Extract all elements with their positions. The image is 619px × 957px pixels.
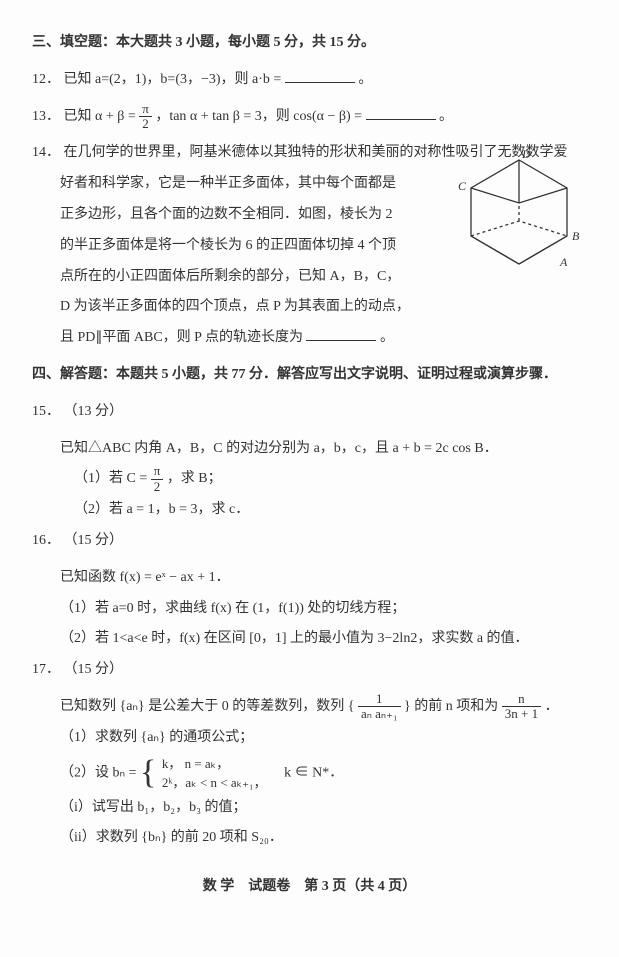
q16-pts: （15 分） — [64, 533, 124, 548]
q15-p2: （2）若 a = 1，b = 3，求 c． — [32, 495, 587, 526]
q17-body: 已知数列 {aₙ} 是公差大于 0 的等差数列，数列 { 1 aₙ aₙ₊₁ }… — [32, 692, 587, 723]
q15-p1: （1）若 C = π 2 ，求 B； — [32, 464, 587, 495]
q17-f2n: n — [502, 692, 541, 707]
section-3-head: 三、填空题：本大题共 3 小题，每小题 5 分，共 15 分。 — [32, 28, 587, 59]
q13-pre: 已知 α + β = — [64, 109, 140, 124]
q12-num: 12． — [32, 65, 60, 96]
q17-pts: （15 分） — [64, 662, 124, 677]
q13-frac: π 2 — [139, 102, 152, 132]
q17-body-a: 已知数列 {aₙ} 是公差大于 0 的等差数列，数列 { — [60, 699, 358, 714]
q14-blank — [306, 326, 376, 341]
q17-f1: 1 aₙ aₙ₊₁ — [358, 692, 401, 722]
q12-text-b: 。 — [358, 72, 372, 87]
q17-num: 17． — [32, 655, 60, 686]
q15-body: 已知△ABC 内角 A，B，C 的对边分别为 a，b，c，且 a + b = 2… — [32, 434, 587, 465]
q13-post: 。 — [439, 109, 453, 124]
q14-num: 14． — [32, 138, 60, 169]
page-footer: 数 学 试题卷 第 3 页（共 4 页） — [32, 872, 587, 903]
q12-text-a: 已知 a=(2，1)，b=(3，−3)，则 a·b = — [64, 72, 285, 87]
q15-pts: （13 分） — [64, 404, 124, 419]
q13-frac-d: 2 — [139, 117, 152, 131]
fig-label-a: A — [559, 255, 568, 269]
q16-head: 16． （15 分） — [32, 526, 587, 557]
q17-f1d: aₙ aₙ₊₁ — [358, 707, 401, 721]
q15-p1-fn: π — [151, 464, 164, 479]
q17-p2-b: k ∈ N*． — [270, 765, 343, 780]
q12: 12． 已知 a=(2，1)，b=(3，−3)，则 a·b = 。 — [32, 65, 587, 96]
q16-num: 16． — [32, 526, 60, 557]
q17-body-b: } 的前 n 项和为 — [404, 699, 502, 714]
section-4-head: 四、解答题：本题共 5 小题，共 77 分．解答应写出文字说明、证明过程或演算步… — [32, 360, 587, 391]
q17-p2i: （i）试写出 b₁，b₂，b₃ 的值； — [32, 793, 587, 824]
q13-num: 13． — [32, 102, 60, 133]
q16-body: 已知函数 f(x) = eˣ − ax + 1． — [32, 563, 587, 594]
q16-p2: （2）若 1<a<e 时，f(x) 在区间 [0，1] 上的最小值为 3−2ln… — [32, 624, 587, 655]
q13-blank — [366, 105, 436, 120]
q13-mid: ，tan α + tan β = 3，则 cos(α − β) = — [155, 109, 365, 124]
q14-l7b: 。 — [380, 330, 394, 345]
q12-blank — [285, 68, 355, 83]
q14-l7a: 且 PD∥平面 ABC，则 P 点的轨迹长度为 — [60, 330, 303, 345]
fig-label-b: B — [572, 229, 580, 243]
q17-pw-r2: 2ᵏ，aₖ < n < aₖ₊₁， — [162, 773, 267, 793]
q17-p1: （1）求数列 {aₙ} 的通项公式； — [32, 723, 587, 754]
q15-p1-frac: π 2 — [151, 464, 164, 494]
q16-p1: （1）若 a=0 时，求曲线 f(x) 在 (1，f(1)) 处的切线方程； — [32, 594, 587, 625]
q17-head: 17． （15 分） — [32, 655, 587, 686]
q17-p2ii: （ii）求数列 {bₙ} 的前 20 项和 S₂₀． — [32, 823, 587, 854]
q17-f2d: 3n + 1 — [502, 707, 541, 721]
q15-p1a: （1）若 C = — [74, 471, 151, 486]
q14: 14． 在几何学的世界里，阿基米德体以其独特的形状和美丽的对称性吸引了无数数学爱… — [32, 138, 587, 354]
q13: 13． 已知 α + β = π 2 ，tan α + tan β = 3，则 … — [32, 102, 587, 133]
fig-label-d: D — [521, 148, 531, 161]
q15-num: 15． — [32, 397, 60, 428]
q15-p1b: ，求 B； — [167, 471, 222, 486]
fig-label-c: C — [458, 179, 467, 193]
q17-f1n: 1 — [358, 692, 401, 707]
q15-head: 15． （13 分） — [32, 397, 587, 428]
q17-p2-a: （2）设 bₙ = — [60, 765, 140, 780]
q13-frac-n: π — [139, 102, 152, 117]
q17-body-c: ． — [545, 699, 559, 714]
q17-p2: （2）设 bₙ = { k， n = aₖ， 2ᵏ，aₖ < n < aₖ₊₁，… — [32, 754, 587, 793]
q17-f2: n 3n + 1 — [502, 692, 541, 722]
q17-piecewise: { k， n = aₖ， 2ᵏ，aₖ < n < aₖ₊₁， — [140, 754, 267, 793]
q15-p1-fd: 2 — [151, 480, 164, 494]
q14-figure: D C B A — [452, 148, 587, 273]
q17-pw-r1: k， n = aₖ， — [162, 754, 267, 774]
brace-icon: { — [140, 756, 156, 790]
q14-l6: D 为该半正多面体的四个顶点，点 P 为其表面上的动点， — [32, 292, 587, 323]
